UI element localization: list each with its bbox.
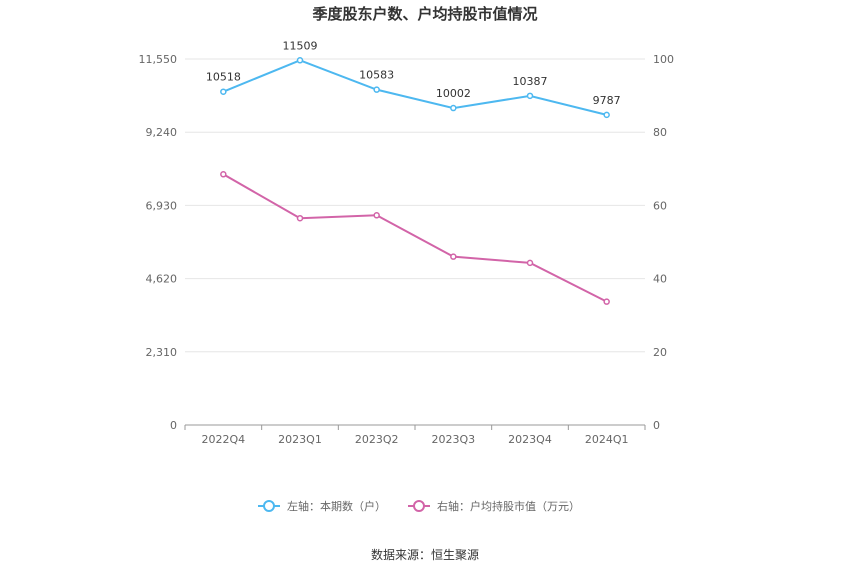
right-tick-label: 100 — [653, 53, 674, 66]
data-point[interactable] — [220, 171, 227, 178]
right-tick-label: 0 — [653, 419, 660, 432]
legend-marker-icon — [413, 500, 425, 512]
series-line-2 — [222, 173, 608, 303]
data-point[interactable] — [450, 104, 457, 112]
legend-item-2[interactable]: 右轴：户均持股市值（万元） — [408, 499, 580, 513]
grid — [185, 58, 645, 353]
left-tick-label: 2,310 — [146, 346, 178, 359]
right-tick-label: 60 — [653, 199, 667, 212]
chart-title: 季度股东户数、户均持股市值情况 — [312, 5, 537, 23]
data-point[interactable] — [450, 253, 457, 260]
data-label: 9787 — [593, 94, 621, 107]
data-point[interactable] — [526, 259, 534, 267]
left-tick-label: 0 — [170, 419, 177, 432]
data-point[interactable] — [603, 298, 610, 305]
x-tick-label: 2022Q4 — [202, 433, 246, 446]
data-label: 10387 — [513, 75, 548, 88]
series-line-1 — [222, 59, 607, 116]
series-layer: 10518 11509 10583 10002 10387 9787 — [206, 39, 621, 305]
x-tick-label: 2023Q4 — [508, 433, 552, 446]
data-label: 10583 — [359, 69, 394, 82]
left-tick-label: 4,620 — [146, 273, 178, 286]
data-label: 11509 — [283, 39, 318, 52]
left-axis: 0 2,310 4,620 6,930 9,240 11,550 — [139, 53, 178, 432]
x-tick-label: 2023Q3 — [432, 433, 476, 446]
data-point[interactable] — [220, 88, 227, 95]
source-note: 数据来源：恒生聚源 — [371, 547, 479, 562]
legend[interactable]: 左轴：本期数（户） 右轴：户均持股市值（万元） — [258, 499, 580, 513]
right-tick-label: 40 — [653, 273, 667, 286]
left-tick-label: 9,240 — [146, 126, 178, 139]
data-label: 10518 — [206, 71, 241, 84]
legend-marker-icon — [263, 500, 275, 512]
legend-item-1[interactable]: 左轴：本期数（户） — [258, 499, 386, 513]
data-point[interactable] — [296, 214, 304, 222]
x-tick-label: 2023Q2 — [355, 433, 399, 446]
data-label: 10002 — [436, 87, 471, 100]
x-tick-label: 2024Q1 — [585, 433, 629, 446]
left-tick-label: 6,930 — [146, 199, 178, 212]
data-point[interactable] — [373, 212, 380, 219]
data-point[interactable] — [296, 57, 304, 64]
legend-label: 右轴：户均持股市值（万元） — [437, 499, 580, 513]
right-axis: 0 20 40 60 80 100 — [653, 53, 674, 432]
data-point[interactable] — [373, 86, 380, 93]
x-tick-label: 2023Q1 — [278, 433, 322, 446]
x-axis: 2022Q4 2023Q1 2023Q2 2023Q3 2023Q4 2024Q1 — [184, 424, 646, 446]
data-point[interactable] — [526, 92, 534, 100]
right-tick-label: 20 — [653, 346, 667, 359]
right-tick-label: 80 — [653, 126, 667, 139]
data-point[interactable] — [603, 111, 610, 119]
legend-label: 左轴：本期数（户） — [287, 499, 386, 513]
left-tick-label: 11,550 — [139, 53, 178, 66]
